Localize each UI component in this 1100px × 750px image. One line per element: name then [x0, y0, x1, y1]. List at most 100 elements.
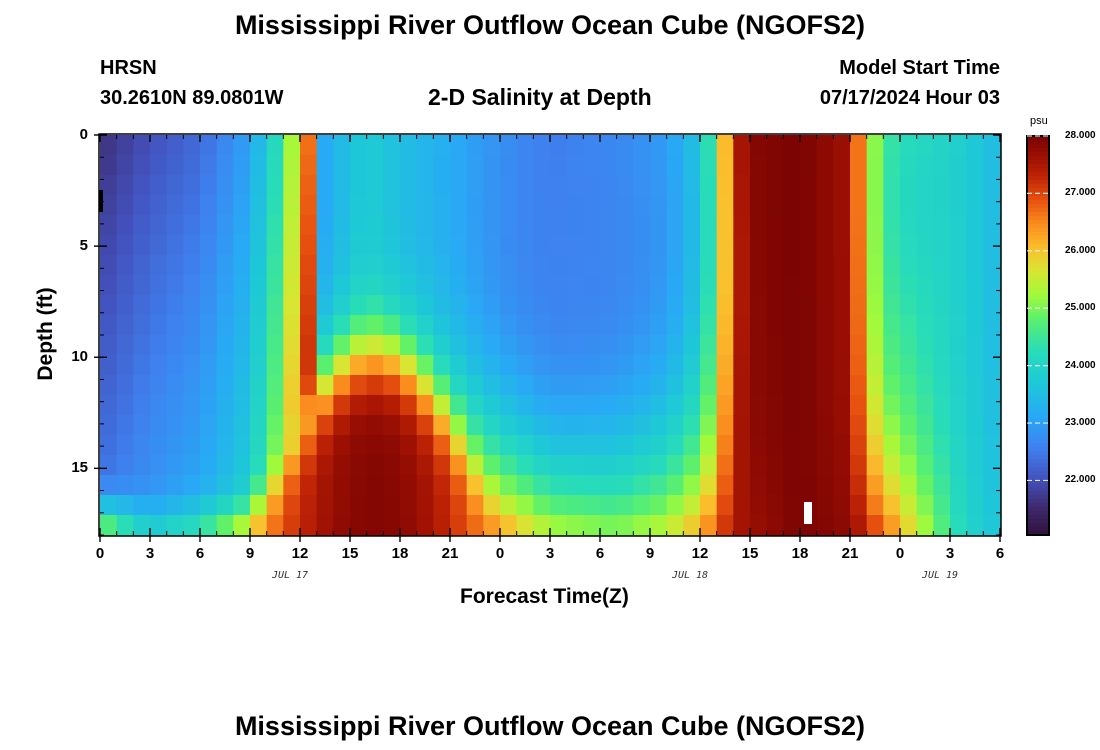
heatmap-cell	[850, 175, 868, 196]
heatmap-cell	[433, 495, 451, 516]
heatmap-cell	[433, 415, 451, 436]
heatmap-cell	[266, 355, 284, 376]
heatmap-cell	[650, 235, 668, 256]
heatmap-cell	[250, 155, 268, 176]
heatmap-cell	[533, 155, 551, 176]
heatmap-cell	[316, 395, 334, 416]
heatmap-cell	[600, 435, 618, 456]
heatmap-cell	[133, 175, 151, 196]
colorbar-segment	[1027, 311, 1049, 317]
colorbar-segment	[1027, 167, 1049, 173]
heatmap-cell	[750, 175, 768, 196]
heatmap-cell	[100, 195, 118, 216]
heatmap-cell	[833, 155, 851, 176]
heatmap-cell	[416, 155, 434, 176]
heatmap-cell	[950, 155, 968, 176]
heatmap-cell	[500, 455, 518, 476]
heatmap-cell	[383, 195, 401, 216]
heatmap-cell	[400, 375, 418, 396]
heatmap-cell	[883, 335, 901, 356]
heatmap-cell	[333, 435, 351, 456]
x-tick-label: 3	[545, 545, 555, 562]
heatmap-cell	[433, 135, 451, 156]
heatmap-cell	[250, 515, 268, 536]
heatmap-cell	[333, 255, 351, 276]
colorbar-segment	[1027, 171, 1049, 177]
x-tick-label: 12	[691, 545, 709, 562]
heatmap-cell	[966, 275, 984, 296]
heatmap-cell	[566, 395, 584, 416]
heatmap-cell	[316, 155, 334, 176]
heatmap-cell	[900, 375, 918, 396]
heatmap-cell	[833, 455, 851, 476]
colorbar-segment	[1027, 235, 1049, 241]
heatmap-cell	[766, 375, 784, 396]
heatmap-cell	[116, 375, 134, 396]
heatmap-cell	[916, 355, 934, 376]
heatmap-cell	[833, 475, 851, 496]
heatmap-cell	[800, 375, 818, 396]
heatmap-cell	[116, 295, 134, 316]
heatmap-cell	[633, 395, 651, 416]
colorbar-segment	[1027, 451, 1049, 456]
colorbar-segment	[1027, 515, 1049, 520]
heatmap-cell	[600, 135, 618, 156]
colorbar-segment	[1027, 247, 1049, 253]
heatmap-cell	[250, 195, 268, 216]
heatmap-cell	[983, 175, 1001, 196]
heatmap-cell	[483, 235, 501, 256]
heatmap-cell	[216, 355, 234, 376]
heatmap-cell	[316, 215, 334, 236]
heatmap-cell	[966, 235, 984, 256]
heatmap-cell	[666, 295, 684, 316]
heatmap-cell	[416, 335, 434, 356]
heatmap-cell	[216, 155, 234, 176]
heatmap-cell	[583, 235, 601, 256]
colorbar-segment	[1027, 147, 1049, 153]
heatmap-cell	[100, 335, 118, 356]
heatmap-cell	[366, 455, 384, 476]
heatmap-cell	[616, 415, 634, 436]
heatmap-cell	[883, 235, 901, 256]
heatmap-cell	[383, 435, 401, 456]
heatmap-cell	[166, 135, 184, 156]
heatmap-cell	[933, 255, 951, 276]
heatmap-cell	[950, 255, 968, 276]
heatmap-cell	[966, 175, 984, 196]
heatmap-cell	[683, 455, 701, 476]
heatmap-cell	[383, 495, 401, 516]
heatmap-cell	[750, 275, 768, 296]
heatmap-cell	[433, 255, 451, 276]
heatmap-cell	[700, 255, 718, 276]
heatmap-cell	[966, 375, 984, 396]
heatmap-cell	[750, 295, 768, 316]
heatmap-cell	[533, 315, 551, 336]
heatmap-cell	[716, 175, 734, 196]
heatmap-cell	[133, 235, 151, 256]
heatmap-cell	[883, 355, 901, 376]
heatmap-cell	[400, 515, 418, 536]
heatmap-cell	[450, 395, 468, 416]
heatmap-cell	[233, 435, 251, 456]
colorbar-segment	[1027, 375, 1049, 380]
heatmap-cell	[150, 395, 168, 416]
heatmap-cell	[816, 455, 834, 476]
heatmap-cell	[250, 175, 268, 196]
heatmap-cell	[466, 515, 484, 536]
heatmap-cell	[683, 295, 701, 316]
heatmap-cell	[100, 415, 118, 436]
heatmap-cell	[666, 495, 684, 516]
heatmap-cell	[466, 315, 484, 336]
heatmap-cell	[666, 235, 684, 256]
heatmap-cell	[933, 475, 951, 496]
heatmap-cell	[500, 435, 518, 456]
heatmap-cell	[633, 135, 651, 156]
heatmap-cell	[883, 415, 901, 436]
heatmap-cell	[616, 135, 634, 156]
heatmap-cell	[133, 335, 151, 356]
heatmap-cell	[583, 395, 601, 416]
heatmap-cell	[933, 495, 951, 516]
heatmap-cell	[416, 355, 434, 376]
heatmap-cell	[633, 375, 651, 396]
heatmap-cell	[900, 235, 918, 256]
